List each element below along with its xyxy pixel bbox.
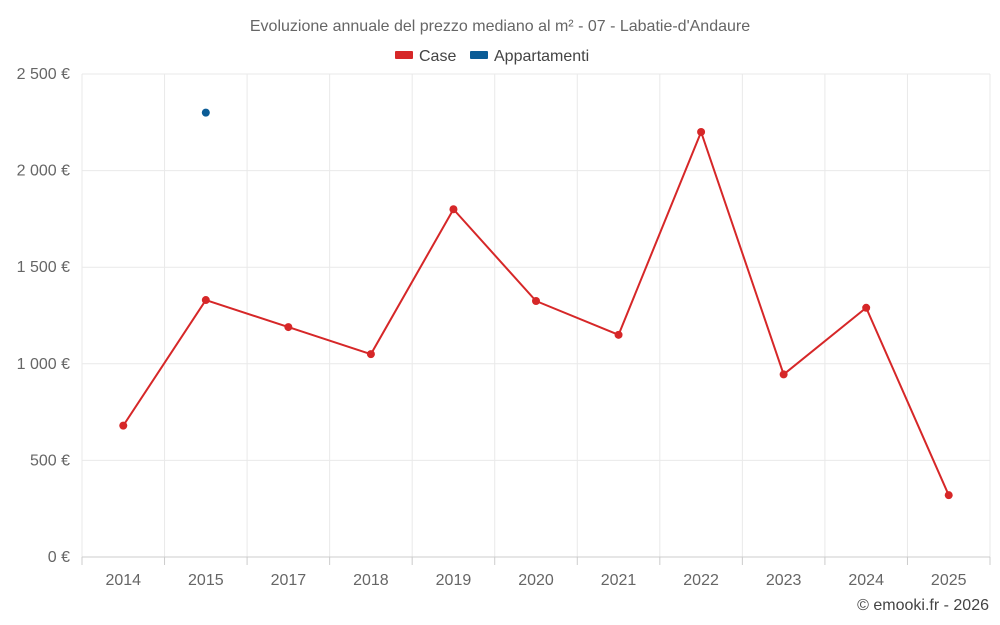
y-tick-label: 0 € bbox=[48, 549, 70, 566]
y-tick-label: 500 € bbox=[30, 452, 70, 469]
x-tick-label: 2021 bbox=[601, 572, 637, 589]
legend-label: Appartamenti bbox=[494, 48, 589, 65]
data-point[interactable] bbox=[614, 330, 623, 339]
x-tick-label: 2014 bbox=[105, 572, 141, 589]
data-point[interactable] bbox=[449, 205, 458, 214]
series-appartamenti bbox=[201, 108, 210, 117]
data-point[interactable] bbox=[284, 323, 293, 332]
x-tick-label: 2018 bbox=[353, 572, 389, 589]
legend-swatch bbox=[395, 51, 413, 59]
y-tick-label: 1 500 € bbox=[17, 259, 70, 276]
credit-text: © emooki.fr - 2026 bbox=[857, 597, 989, 614]
data-point[interactable] bbox=[779, 370, 788, 379]
x-tick-label: 2024 bbox=[848, 572, 884, 589]
x-tick-label: 2017 bbox=[271, 572, 307, 589]
data-point[interactable] bbox=[201, 296, 210, 305]
x-axis: 2014 2015 2017 2018 2019 2020 2021 2022 2023 2024… bbox=[81, 556, 991, 589]
data-point[interactable] bbox=[697, 127, 706, 136]
data-point[interactable] bbox=[201, 108, 210, 117]
gridlines bbox=[81, 73, 991, 558]
x-tick-label: 2019 bbox=[436, 572, 472, 589]
data-point[interactable] bbox=[862, 303, 871, 312]
legend-item[interactable]: Case bbox=[395, 48, 456, 65]
y-tick-label: 1 000 € bbox=[17, 356, 70, 373]
data-point[interactable] bbox=[532, 297, 540, 306]
x-tick-label: 2015 bbox=[188, 572, 224, 589]
series-case bbox=[119, 127, 953, 500]
data-point[interactable] bbox=[119, 421, 128, 430]
plot-area bbox=[119, 108, 953, 500]
y-tick-label: 2 000 € bbox=[17, 163, 70, 180]
data-point[interactable] bbox=[944, 491, 953, 500]
x-tick-label: 2023 bbox=[766, 572, 802, 589]
x-tick-label: 2025 bbox=[931, 572, 967, 589]
legend-swatch bbox=[470, 51, 488, 59]
chart-title: Evoluzione annuale del prezzo mediano al… bbox=[250, 18, 750, 35]
legend-item[interactable]: Appartamenti bbox=[470, 48, 589, 65]
legend: Case Appartamenti bbox=[395, 48, 589, 65]
x-tick-label: 2020 bbox=[518, 572, 554, 589]
y-axis: 0 € 500 € 1 000 € 1 500 € 2 000 € 2 500 € bbox=[17, 66, 70, 566]
y-tick-label: 2 500 € bbox=[17, 66, 70, 83]
x-tick-label: 2022 bbox=[683, 572, 719, 589]
legend-label: Case bbox=[419, 48, 456, 65]
data-point[interactable] bbox=[366, 350, 375, 359]
